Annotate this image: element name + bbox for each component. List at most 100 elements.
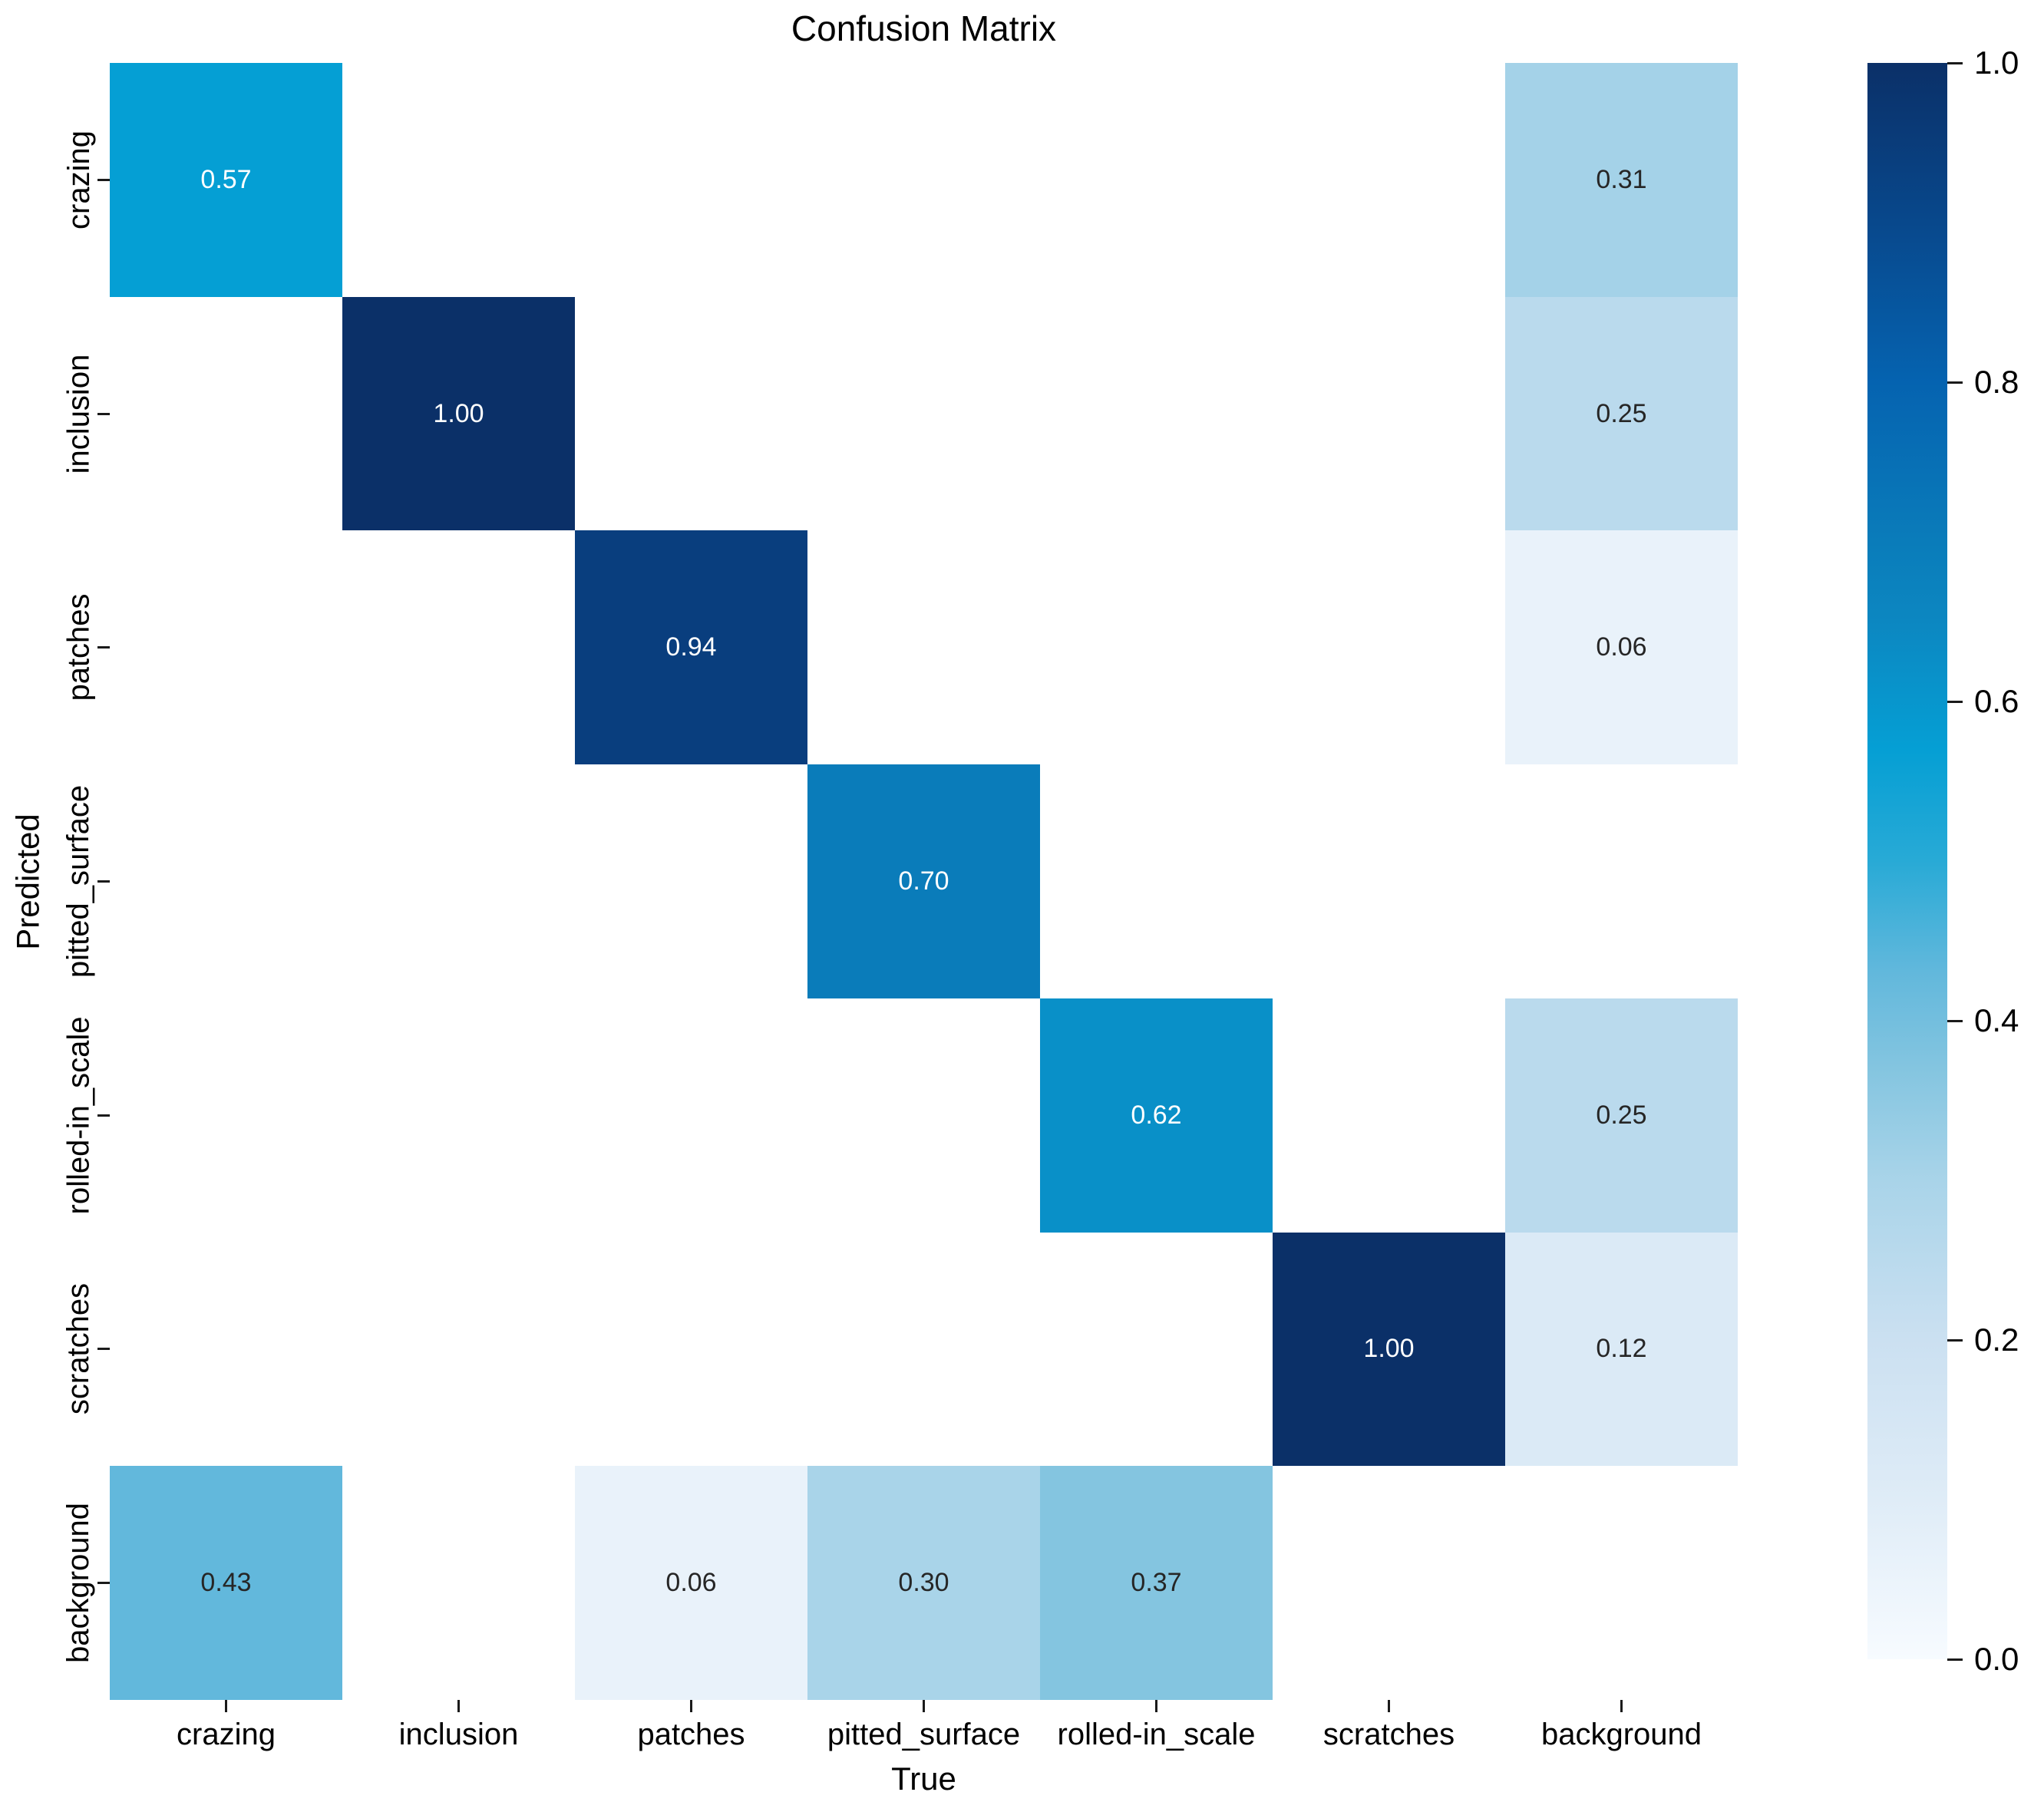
y-axis-tick-label: scratches — [58, 1233, 100, 1467]
cell-value: 0.43 — [200, 1568, 252, 1598]
heatmap-cell — [1040, 63, 1273, 297]
y-axis-tick-label: pitted_surface — [58, 764, 100, 998]
cell-value: 0.94 — [665, 632, 717, 662]
heatmap-cell — [342, 63, 575, 297]
heatmap-cell — [807, 63, 1040, 297]
y-axis-tick-label-text: scratches — [61, 1283, 96, 1415]
heatmap-cell: 0.06 — [1505, 530, 1738, 765]
heatmap-cell — [1273, 998, 1505, 1233]
cell-value: 0.57 — [200, 164, 252, 194]
colorbar-tick-mark — [1947, 1019, 1963, 1022]
x-tick-mark — [1388, 1700, 1390, 1712]
cell-value: 0.06 — [1596, 632, 1647, 662]
heatmap-cell — [1040, 1232, 1273, 1467]
y-axis-tick-label-text: pitted_surface — [61, 784, 96, 979]
x-tick-mark — [1155, 1700, 1157, 1712]
x-tick-mark — [225, 1700, 227, 1712]
x-tick-mark — [923, 1700, 925, 1712]
x-tick-mark — [1620, 1700, 1623, 1712]
y-axis-tick-label: crazing — [58, 63, 100, 297]
heatmap-cell — [342, 530, 575, 765]
heatmap-cell — [807, 530, 1040, 765]
heatmap-cell — [1505, 764, 1738, 998]
heatmap-cell — [1273, 530, 1505, 765]
heatmap-grid: 0.57 0.31 1.00 0.25 0.94 0.06 0.70 0.62 0.25 1.00… — [110, 63, 1738, 1700]
heatmap-cell — [110, 530, 342, 765]
heatmap-cell — [342, 764, 575, 998]
x-axis-tick-label: crazing — [177, 1718, 276, 1751]
x-axis-label-text: True — [891, 1761, 956, 1797]
heatmap-cell — [1040, 530, 1273, 765]
heatmap-cell — [1273, 764, 1505, 998]
heatmap-cell — [807, 1232, 1040, 1467]
heatmap-cell — [575, 998, 807, 1233]
y-tick-mark — [97, 1348, 110, 1351]
x-axis-label: True — [110, 1761, 1738, 1797]
colorbar-tick-label: 0.8 — [1974, 364, 2019, 400]
colorbar-tick-label: 0.0 — [1974, 1641, 2019, 1677]
heatmap-cell — [110, 764, 342, 998]
heatmap-cell: 0.25 — [1505, 296, 1738, 531]
y-axis-tick-label-text: rolled-in_scale — [61, 1016, 96, 1215]
heatmap-cell: 0.62 — [1040, 998, 1273, 1233]
heatmap-cell — [1273, 1466, 1505, 1700]
heatmap-cell: 1.00 — [1273, 1232, 1505, 1467]
colorbar-tick-mark — [1947, 700, 1963, 703]
heatmap-cell: 0.30 — [807, 1466, 1040, 1700]
heatmap-cell: 1.00 — [342, 296, 575, 531]
y-axis-tick-label: patches — [58, 530, 100, 764]
y-axis-label: Predicted — [5, 63, 52, 1700]
colorbar — [1867, 63, 1947, 1659]
y-axis-tick-label: rolled-in_scale — [58, 998, 100, 1233]
y-axis-tick-label-text: crazing — [61, 130, 96, 229]
heatmap-cell: 0.31 — [1505, 63, 1738, 297]
heatmap-cell — [110, 296, 342, 531]
heatmap-cell — [575, 296, 807, 531]
cell-value: 0.31 — [1596, 164, 1647, 194]
x-axis-tick-label: pitted_surface — [827, 1718, 1021, 1751]
heatmap-cell — [1273, 63, 1505, 297]
cell-value: 0.37 — [1131, 1568, 1182, 1598]
heatmap-cell: 0.12 — [1505, 1232, 1738, 1467]
y-tick-mark — [97, 412, 110, 415]
x-axis-tick-label: inclusion — [398, 1718, 519, 1751]
y-axis-tick-label: background — [58, 1466, 100, 1700]
x-axis-tick-label: patches — [637, 1718, 745, 1751]
colorbar-tick-label: 1.0 — [1974, 45, 2019, 81]
heatmap-cell — [1505, 1466, 1738, 1700]
colorbar-tick-label: 0.4 — [1974, 1002, 2019, 1038]
cell-value: 0.06 — [665, 1568, 717, 1598]
cell-value: 0.25 — [1596, 398, 1647, 428]
heatmap-cell: 0.37 — [1040, 1466, 1273, 1700]
y-tick-mark — [97, 1114, 110, 1117]
cell-value: 0.12 — [1596, 1334, 1647, 1364]
heatmap-cell: 0.43 — [110, 1466, 342, 1700]
heatmap-cell: 0.06 — [575, 1466, 807, 1700]
y-axis-tick-label-text: background — [61, 1503, 96, 1664]
heatmap-cell — [110, 998, 342, 1233]
heatmap-cell: 0.94 — [575, 530, 807, 765]
colorbar-tick-mark — [1947, 381, 1963, 384]
cell-value: 1.00 — [433, 398, 484, 428]
heatmap-cell — [575, 1232, 807, 1467]
cell-value: 0.62 — [1131, 1100, 1182, 1130]
y-axis-tick-label-text: patches — [61, 593, 96, 701]
x-tick-mark — [690, 1700, 692, 1712]
y-tick-mark — [97, 880, 110, 883]
y-tick-mark — [97, 1582, 110, 1585]
heatmap-cell — [342, 1466, 575, 1700]
cell-value: 0.30 — [898, 1568, 949, 1598]
colorbar-tick-mark — [1947, 61, 1963, 64]
x-axis-tick-label: rolled-in_scale — [1057, 1718, 1256, 1751]
colorbar-tick-mark — [1947, 1338, 1963, 1342]
heatmap-cell: 0.70 — [807, 764, 1040, 998]
cell-value: 0.25 — [1596, 1100, 1647, 1130]
y-tick-mark — [97, 646, 110, 649]
x-axis-tick-label: background — [1540, 1718, 1702, 1751]
heatmap-cell — [1273, 296, 1505, 531]
heatmap-cell — [1040, 764, 1273, 998]
y-axis-tick-label: inclusion — [58, 297, 100, 531]
y-axis-label-text: Predicted — [10, 813, 46, 950]
heatmap-cell — [110, 1232, 342, 1467]
colorbar-tick-label: 0.2 — [1974, 1322, 2019, 1358]
